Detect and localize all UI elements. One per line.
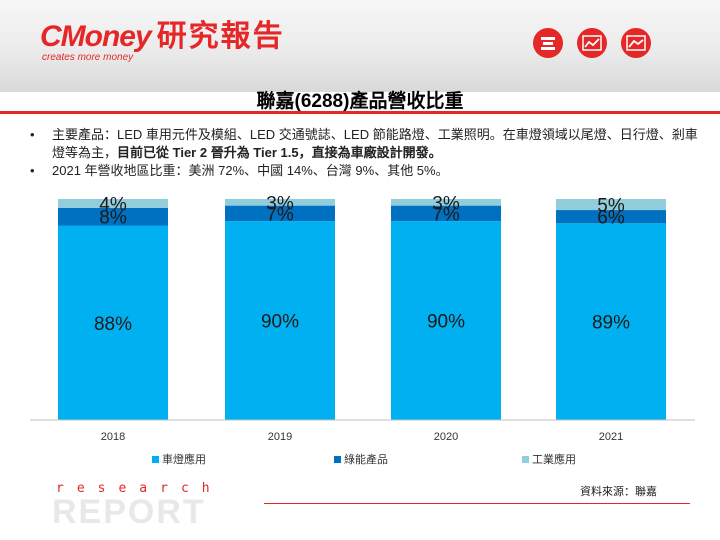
bar-segment — [391, 221, 501, 420]
x-tick-label: 2019 — [268, 431, 292, 443]
x-tick-label: 2018 — [101, 431, 125, 443]
data-label: 7% — [432, 204, 460, 225]
bar-segment — [225, 205, 335, 222]
data-label: 6% — [597, 208, 625, 229]
legend-label: 工業應用 — [532, 452, 576, 466]
cmoney-logo: CMoney 研究報告 creates more money — [40, 22, 285, 64]
bar-segment — [556, 199, 666, 211]
legend-swatch — [152, 456, 159, 463]
stack-icon — [533, 28, 563, 58]
bar-segment — [556, 210, 666, 224]
source-note: 資料來源：聯嘉 — [580, 486, 657, 498]
bar-segment — [556, 223, 666, 420]
header-icons — [533, 28, 651, 58]
bar-segment — [391, 199, 501, 206]
bullet-item-regions: 2021 年營收地區比重：美洲 72%、中國 14%、台灣 9%、其他 5%。 — [30, 162, 700, 180]
legend-swatch — [522, 456, 529, 463]
data-label: 90% — [261, 312, 299, 333]
chart-icon — [621, 28, 651, 58]
legend-swatch — [334, 456, 341, 463]
bullet-text: 2021 年營收地區比重：美洲 72%、中國 14%、台灣 9%、其他 5%。 — [52, 163, 449, 178]
bullet-item-products: 主要產品：LED 車用元件及模組、LED 交通號誌、LED 節能路燈、工業照明。… — [30, 126, 700, 162]
footer-research-text: research — [56, 481, 223, 496]
header-banner: CMoney 研究報告 creates more money — [0, 0, 720, 92]
footer-report-text: REPORT — [52, 493, 206, 531]
data-label: 5% — [597, 196, 625, 217]
x-tick-label: 2021 — [599, 431, 623, 443]
data-label: 7% — [266, 204, 294, 225]
data-label: 3% — [432, 195, 460, 214]
bullet-text: 主要產品：LED 車用元件及模組、LED 交通號誌、LED 節能路燈、工業照明。… — [52, 127, 698, 160]
bullet-text-bold: 目前已從 Tier 2 晉升為 Tier 1.5，直接為車廠設計開發。 — [117, 145, 442, 160]
data-label: 89% — [592, 313, 630, 334]
data-label: 90% — [427, 312, 465, 333]
data-label: 8% — [99, 208, 127, 229]
bar-segment — [58, 207, 168, 226]
footer-divider — [264, 503, 690, 504]
slide-title: 聯嘉(6288)產品營收比重 — [256, 91, 464, 112]
legend-label: 綠能產品 — [344, 452, 388, 466]
bar-segment — [225, 199, 335, 206]
bar-segment — [58, 225, 168, 420]
data-label: 4% — [99, 195, 127, 215]
x-tick-label: 2020 — [434, 431, 458, 443]
bar-segment — [58, 199, 168, 208]
bar-segment — [391, 205, 501, 222]
bar-segment — [225, 221, 335, 420]
logo-cn: 研究報告 — [156, 20, 285, 53]
logo-tagline: creates more money — [42, 52, 134, 63]
bullet-list: 主要產品：LED 車用元件及模組、LED 交通號誌、LED 節能路燈、工業照明。… — [30, 126, 700, 180]
logo-text: CMoney — [40, 20, 152, 53]
legend-label: 車燈應用 — [162, 452, 206, 466]
data-label: 3% — [266, 195, 294, 214]
trend-icon — [577, 28, 607, 58]
data-label: 88% — [94, 314, 132, 335]
stacked-bar-chart: 88%8%4%201890%7%3%201990%7%3%202089%6%5%… — [30, 195, 695, 466]
title-underline — [0, 111, 720, 114]
